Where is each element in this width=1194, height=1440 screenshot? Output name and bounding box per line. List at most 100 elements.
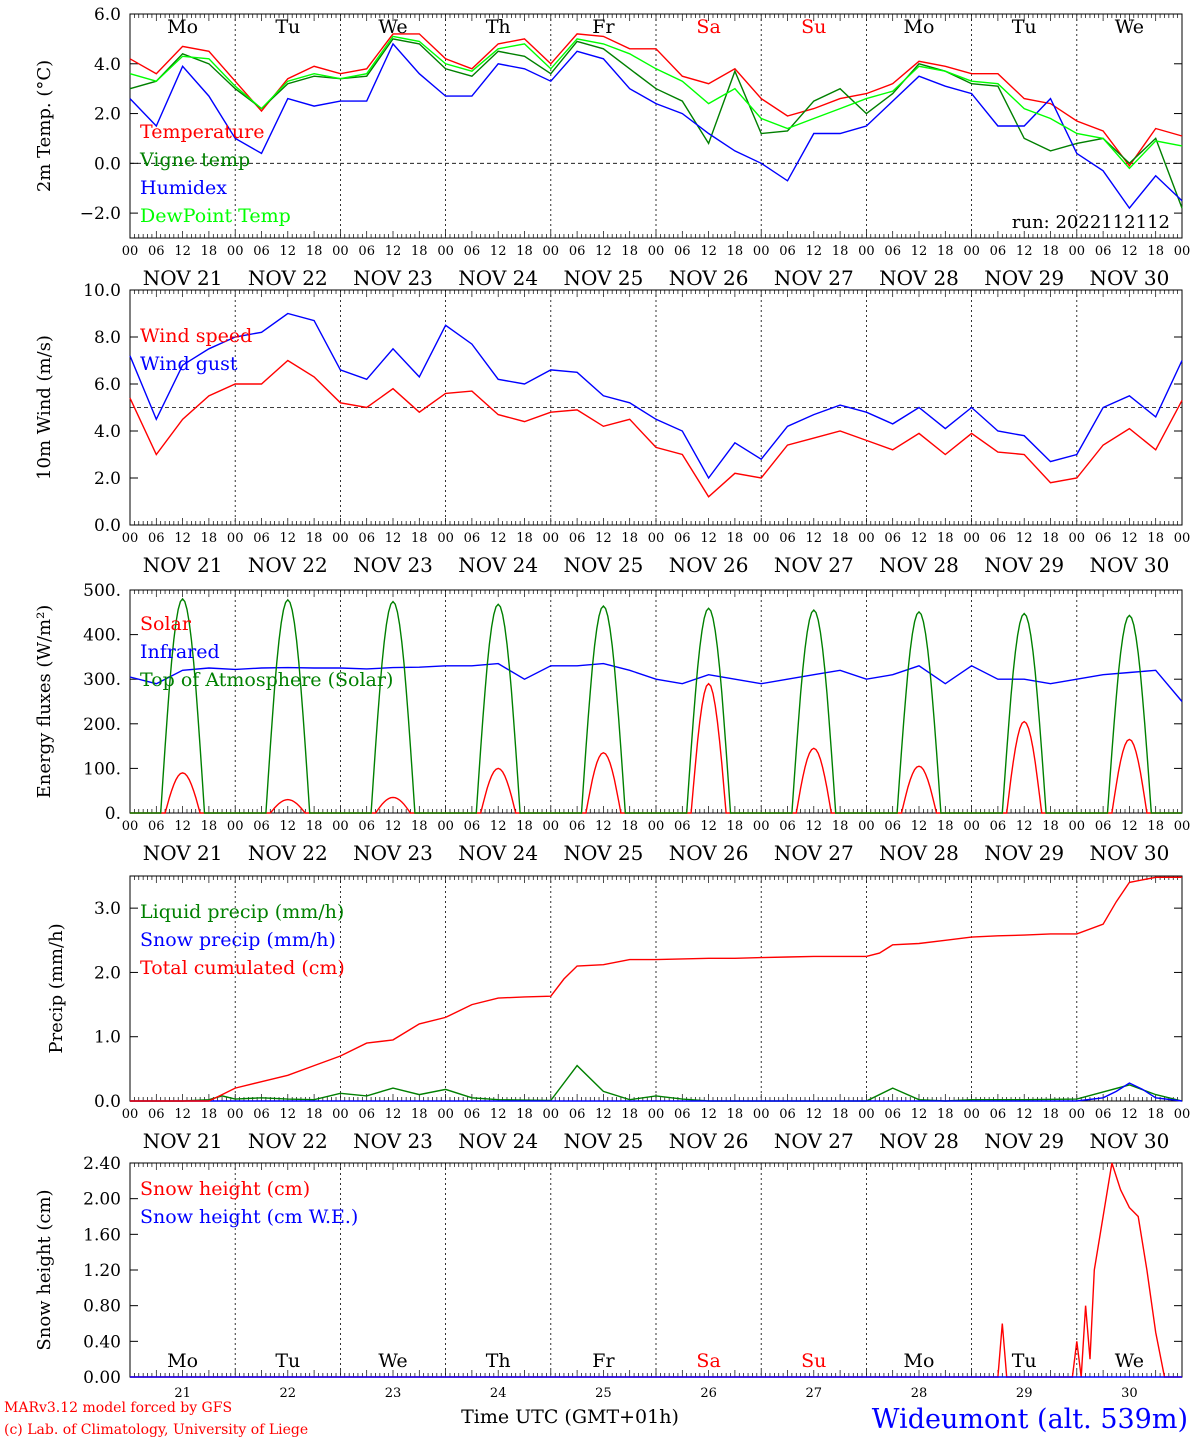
- y-tick-label: 4.0: [94, 55, 121, 75]
- hour-tick-label: 12: [280, 819, 297, 834]
- date-label: NOV 24: [458, 841, 538, 865]
- date-label: NOV 28: [879, 1129, 959, 1153]
- hour-tick-label: 00: [753, 244, 770, 259]
- hour-tick-label: 12: [174, 1107, 191, 1122]
- date-label: NOV 30: [1090, 841, 1170, 865]
- weekday-label: We: [1115, 16, 1144, 38]
- hour-tick-label: 18: [306, 244, 323, 259]
- hour-tick-label: 00: [753, 531, 770, 546]
- legend-entry: Wind gust: [140, 353, 238, 375]
- y-tick-label: 0.80: [83, 1297, 121, 1317]
- y-tick-label: 0.: [105, 804, 121, 824]
- hour-tick-label: 12: [280, 244, 297, 259]
- date-label: NOV 23: [353, 553, 433, 577]
- hour-tick-label: 12: [490, 1107, 507, 1122]
- y-tick-label: 300.: [83, 670, 121, 690]
- date-label: NOV 29: [984, 266, 1064, 290]
- day-number-label: 27: [806, 1386, 823, 1401]
- y-tick-label: 0.00: [83, 1368, 121, 1388]
- hour-tick-label: 12: [174, 244, 191, 259]
- weekday-label: Fr: [592, 16, 615, 38]
- hour-tick-label: 06: [358, 531, 375, 546]
- weekday-label: Tu: [1012, 1350, 1037, 1372]
- panel-1: 6.0 4.0 2.0 0.0 −2.0 2m Temp. (°C) 00 06 12 18 00 0…: [34, 5, 1190, 290]
- hour-tick-label: 06: [990, 819, 1007, 834]
- hour-tick-label: 06: [779, 1107, 796, 1122]
- date-label: NOV 27: [774, 841, 854, 865]
- hour-tick-label: 00: [332, 244, 349, 259]
- y-tick-label: 6.0: [94, 5, 121, 25]
- hour-tick-label: 18: [727, 531, 744, 546]
- hour-tick-label: 18: [832, 819, 849, 834]
- hour-tick-label: 00: [227, 819, 244, 834]
- hour-tick-label: 12: [911, 531, 928, 546]
- hour-tick-label: 06: [990, 1107, 1007, 1122]
- hour-tick-label: 06: [884, 1107, 901, 1122]
- hour-tick-label: 18: [832, 531, 849, 546]
- hour-tick-label: 00: [227, 244, 244, 259]
- y-axis-label: Snow height (cm): [34, 1189, 55, 1350]
- hour-tick-label: 12: [700, 1107, 717, 1122]
- hour-tick-label: 12: [385, 531, 402, 546]
- date-label: NOV 25: [564, 266, 644, 290]
- y-tick-label: 500.: [83, 581, 121, 601]
- hour-tick-label: 00: [963, 531, 980, 546]
- hour-tick-label: 06: [148, 819, 165, 834]
- series-line-top-of-atmosphere-solar-: [130, 597, 1182, 814]
- day-number-label: 25: [595, 1386, 612, 1401]
- weekday-label: We: [378, 16, 407, 38]
- hour-tick-label: 00: [1069, 819, 1086, 834]
- date-label: NOV 22: [248, 1129, 328, 1153]
- hour-tick-label: 12: [1016, 1107, 1033, 1122]
- weekday-label: Tu: [1012, 16, 1037, 38]
- legend-entry: Wind speed: [140, 325, 252, 347]
- series-group: [130, 1162, 1182, 1378]
- day-number-label: 29: [1016, 1386, 1033, 1401]
- hour-tick-label: 18: [201, 531, 218, 546]
- hour-tick-label: 06: [884, 531, 901, 546]
- hour-tick-label: 00: [122, 531, 139, 546]
- hour-tick-label: 12: [1016, 819, 1033, 834]
- hour-tick-label: 06: [464, 1107, 481, 1122]
- hour-tick-label: 18: [621, 244, 638, 259]
- hour-tick-label: 06: [674, 531, 691, 546]
- hour-tick-label: 00: [648, 531, 665, 546]
- hour-tick-label: 06: [884, 819, 901, 834]
- hour-tick-label: 18: [306, 531, 323, 546]
- lab-credit-line: (c) Lab. of Climatology, University of L…: [4, 1422, 308, 1438]
- day-number-label: 21: [174, 1386, 191, 1401]
- hour-tick-label: 12: [806, 244, 823, 259]
- weekday-label: We: [1115, 1350, 1144, 1372]
- y-tick-label: 0.0: [94, 154, 121, 174]
- date-label: NOV 24: [458, 553, 538, 577]
- y-axis-label: 10m Wind (m/s): [34, 335, 55, 480]
- hour-tick-label: 18: [1147, 244, 1164, 259]
- hour-tick-label: 06: [464, 531, 481, 546]
- hour-tick-label: 18: [201, 244, 218, 259]
- hour-tick-label: 12: [806, 819, 823, 834]
- legend-entry: Top of Atmosphere (Solar): [140, 669, 393, 691]
- hour-tick-label: 00: [437, 531, 454, 546]
- hour-tick-label: 12: [1121, 531, 1138, 546]
- hour-tick-label: 12: [280, 1107, 297, 1122]
- hour-tick-label: 00: [1174, 1107, 1191, 1122]
- y-tick-label: 2.0: [94, 469, 121, 489]
- date-label: NOV 22: [248, 266, 328, 290]
- hour-tick-label: 00: [1174, 819, 1191, 834]
- hour-tick-label: 06: [148, 244, 165, 259]
- hour-tick-label: 00: [1069, 244, 1086, 259]
- hour-tick-label: 06: [990, 244, 1007, 259]
- y-tick-label: 1.20: [83, 1261, 121, 1281]
- date-label: NOV 28: [879, 841, 959, 865]
- date-label: NOV 30: [1090, 1129, 1170, 1153]
- legend-entry: DewPoint Temp: [140, 205, 291, 227]
- hour-tick-label: 06: [253, 1107, 270, 1122]
- date-label: NOV 26: [669, 1129, 749, 1153]
- legend-entry: Snow height (cm W.E.): [140, 1206, 358, 1228]
- hour-tick-label: 06: [464, 244, 481, 259]
- hour-tick-label: 18: [621, 819, 638, 834]
- hour-tick-label: 12: [595, 1107, 612, 1122]
- legend-entry: Infrared: [140, 641, 220, 663]
- weekday-label: Mo: [904, 16, 935, 38]
